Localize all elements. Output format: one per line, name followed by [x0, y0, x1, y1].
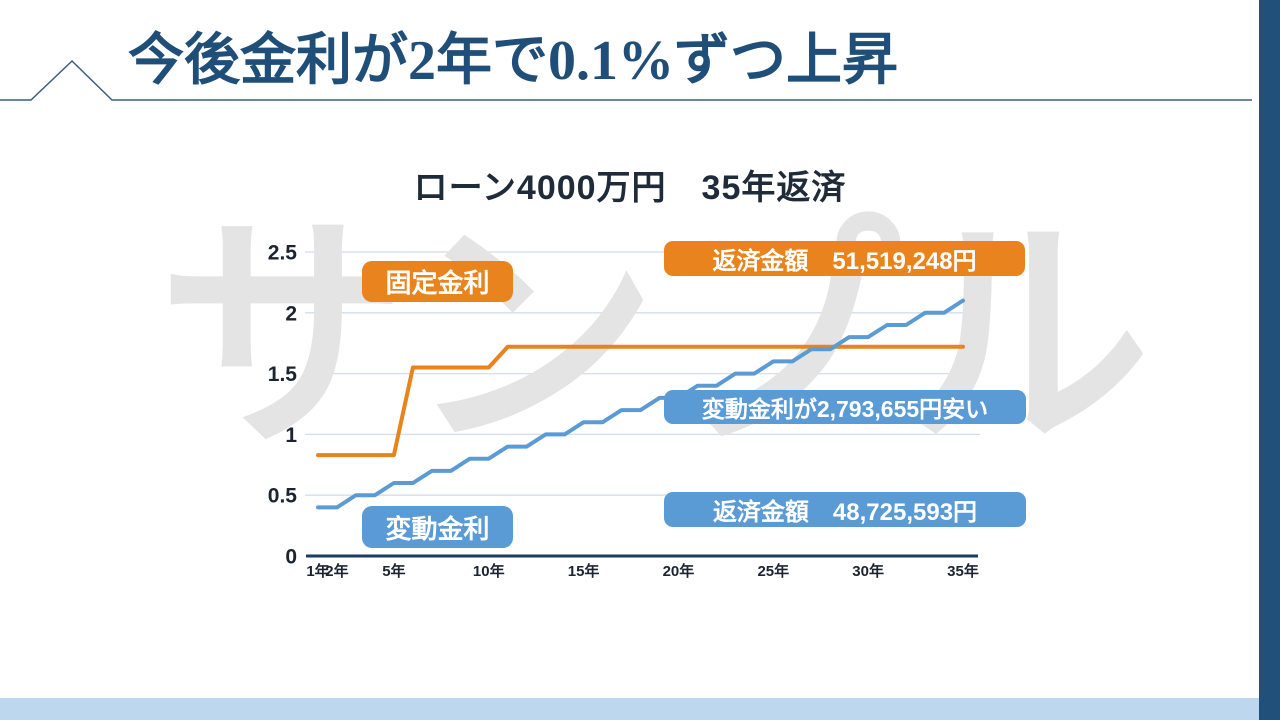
slide-title: 今後金利が2年で0.1%ずつ上昇 — [128, 30, 898, 92]
variable-rate-total-payment-badge: 返済金額 48,725,593円 — [664, 492, 1026, 527]
header-chevron-decoration — [0, 59, 1252, 101]
fixed-rate-series-badge: 固定金利 — [362, 261, 513, 302]
x-tick-label: 5年 — [382, 562, 405, 580]
x-tick-label: 35年 — [947, 562, 979, 580]
y-tick-label: 0 — [285, 546, 297, 569]
x-tick-label: 20年 — [663, 562, 695, 580]
x-tick-label: 30年 — [852, 562, 884, 580]
fixed-rate-total-payment-badge: 返済金額 51,519,248円 — [664, 241, 1025, 276]
x-tick-label: 15年 — [568, 562, 600, 580]
chart-title: ローン4000万円 35年返済 — [413, 169, 847, 207]
x-tick-label: 2年 — [325, 562, 348, 580]
payment-difference-badge: 変動金利が2,793,655円安い — [664, 390, 1026, 424]
y-tick-label: 0.5 — [268, 485, 298, 508]
variable-rate-series-badge: 変動金利 — [362, 506, 513, 548]
x-tick-label: 10年 — [473, 562, 505, 580]
fixed-rate-line — [316, 344, 965, 458]
bottom-edge-bar — [0, 698, 1259, 720]
x-tick-label: 25年 — [757, 562, 789, 580]
y-tick-label: 1 — [285, 424, 297, 447]
y-tick-label: 2 — [285, 302, 297, 325]
x-tick-label: 1年 — [306, 562, 329, 580]
y-tick-label: 1.5 — [268, 363, 298, 386]
y-tick-label: 2.5 — [268, 242, 298, 265]
variable-rate-line — [316, 298, 965, 510]
right-edge-bar — [1259, 0, 1280, 720]
